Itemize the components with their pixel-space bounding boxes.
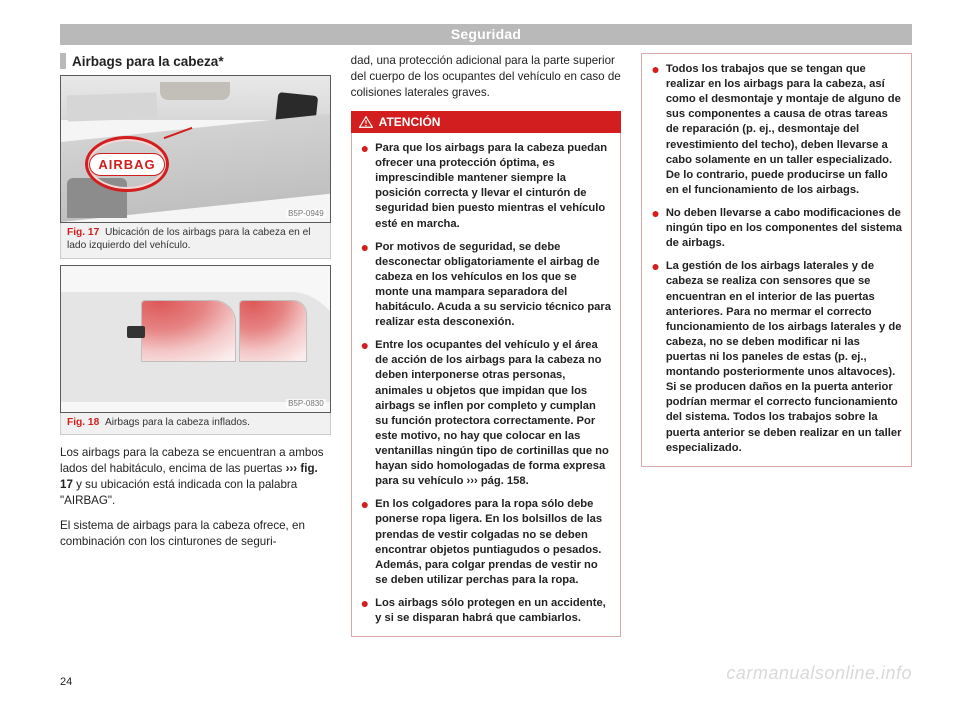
airbag-label: AIRBAG [89,153,164,176]
warning-body: ●Para que los airbags para la cabeza pue… [351,133,622,637]
column-2: dad, una protección adicional para la pa… [351,53,622,643]
warning-title: ATENCIÓN [379,115,441,129]
figure-17-caption: Fig. 17 Ubicación de los airbags para la… [60,223,331,259]
notice-item: ●No deben llevarse a cabo modificaciones… [651,206,902,251]
content-columns: Airbags para la cabeza* AIRBAG B5P-0949 [60,53,912,643]
figure-17-number: Fig. 17 [67,227,99,238]
warn-item: ●Por motivos de seguridad, se debe desco… [361,240,612,331]
warn-item: ●Los airbags sólo protegen en un acciden… [361,596,612,626]
figure-18-illustration [61,266,330,412]
warn-item: ●Para que los airbags para la cabeza pue… [361,141,612,232]
figure-17-id: B5P-0949 [286,209,326,218]
figure-17-illustration: AIRBAG [61,76,330,222]
section-marker [60,53,66,69]
airbag-callout: AIRBAG [85,136,169,192]
column-3: ●Todos los trabajos que se tengan que re… [641,53,912,643]
page-header: Seguridad [60,24,912,45]
warn-item: ●Entre los ocupantes del vehículo y el á… [361,338,612,489]
section-heading-row: Airbags para la cabeza* [60,53,331,69]
notice-body: ●Todos los trabajos que se tengan que re… [641,53,912,467]
figure-17: AIRBAG B5P-0949 [60,75,331,223]
figure-18-number: Fig. 18 [67,417,99,428]
notice-item: ●Todos los trabajos que se tengan que re… [651,62,902,198]
notice-item: ●La gestión de los airbags laterales y d… [651,259,902,455]
warn-item: ●En los colgadores para la ropa sólo deb… [361,497,612,588]
page-number: 24 [60,676,72,688]
col1-paragraph-2: El sistema de airbags para la cabeza ofr… [60,518,331,550]
watermark: carmanualsonline.info [726,663,912,684]
col2-continuation: dad, una protección adicional para la pa… [351,53,622,101]
warning-header: ATENCIÓN [351,111,622,133]
page: Seguridad Airbags para la cabeza* [0,0,960,708]
figure-18-caption: Fig. 18 Airbags para la cabeza inflados. [60,413,331,436]
column-1: Airbags para la cabeza* AIRBAG B5P-0949 [60,53,331,643]
col1-paragraph-1: Los airbags para la cabeza se encuentran… [60,445,331,509]
section-title: Airbags para la cabeza* [72,54,224,69]
figure-18-id: B5P-0830 [286,399,326,408]
warning-block: ATENCIÓN ●Para que los airbags para la c… [351,111,622,637]
figure-18: B5P-0830 [60,265,331,413]
warning-triangle-icon [359,116,373,128]
